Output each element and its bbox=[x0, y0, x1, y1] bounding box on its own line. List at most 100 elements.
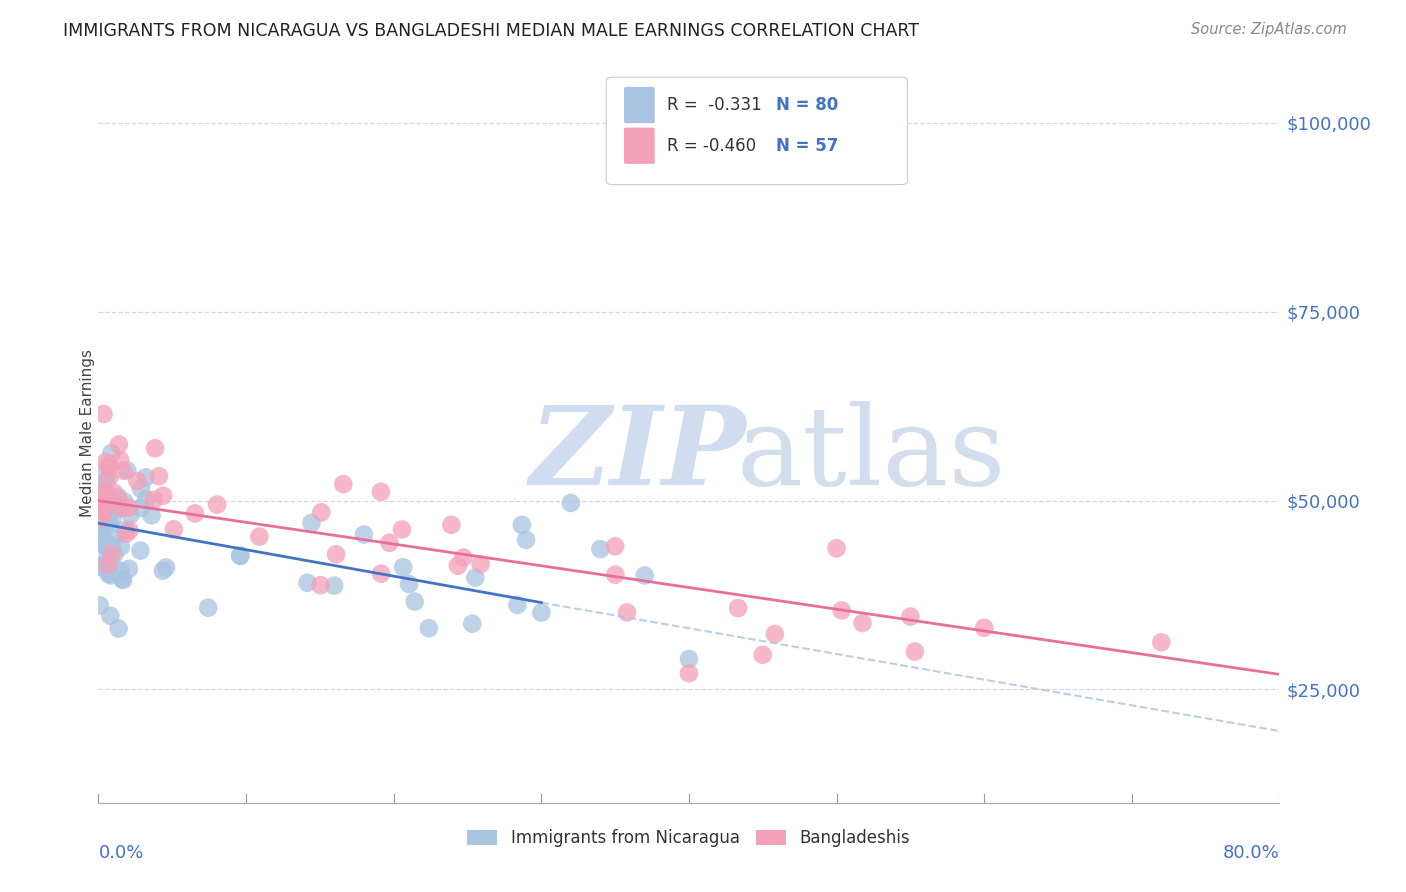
Point bbox=[464, 571, 486, 585]
Legend: Immigrants from Nicaragua, Bangladeshis: Immigrants from Nicaragua, Bangladeshis bbox=[461, 822, 917, 854]
Point bbox=[93, 501, 115, 516]
Text: 80.0%: 80.0% bbox=[1223, 844, 1279, 862]
Point bbox=[90, 511, 112, 525]
Point bbox=[103, 485, 125, 500]
Point bbox=[101, 538, 124, 552]
Point bbox=[118, 524, 141, 538]
Point bbox=[100, 446, 122, 460]
Point bbox=[1150, 635, 1173, 649]
Point bbox=[117, 463, 139, 477]
Point bbox=[97, 460, 120, 475]
Point bbox=[515, 533, 537, 547]
Point bbox=[378, 535, 401, 549]
Point bbox=[89, 599, 111, 613]
Text: R =  -0.331: R = -0.331 bbox=[666, 96, 761, 114]
Point bbox=[530, 606, 553, 620]
Point bbox=[89, 507, 111, 521]
Point bbox=[301, 516, 323, 530]
Point bbox=[98, 543, 121, 558]
Point bbox=[135, 491, 157, 506]
Point bbox=[96, 474, 118, 488]
Point bbox=[91, 538, 114, 552]
Point bbox=[229, 549, 252, 563]
Point bbox=[831, 603, 853, 617]
Point bbox=[97, 471, 120, 485]
Text: atlas: atlas bbox=[737, 401, 1005, 508]
Point bbox=[97, 567, 120, 582]
Point bbox=[94, 486, 117, 500]
Point bbox=[370, 566, 392, 581]
Point bbox=[152, 489, 174, 503]
Point bbox=[311, 505, 333, 519]
Point bbox=[453, 550, 475, 565]
Point bbox=[94, 562, 117, 576]
Y-axis label: Median Male Earnings: Median Male Earnings bbox=[80, 349, 94, 516]
Point bbox=[97, 500, 120, 514]
Text: ZIP: ZIP bbox=[530, 401, 747, 508]
Point bbox=[98, 516, 121, 531]
Point bbox=[96, 504, 118, 518]
Point bbox=[111, 573, 134, 587]
Point bbox=[616, 606, 638, 620]
Point bbox=[111, 500, 134, 515]
Point bbox=[118, 500, 141, 515]
Point bbox=[506, 598, 529, 612]
FancyBboxPatch shape bbox=[606, 78, 907, 185]
Point bbox=[851, 615, 873, 630]
Point bbox=[93, 407, 115, 421]
Point bbox=[461, 616, 484, 631]
FancyBboxPatch shape bbox=[624, 87, 655, 123]
Point bbox=[605, 539, 627, 553]
Point bbox=[391, 523, 413, 537]
Point bbox=[91, 505, 114, 519]
Point bbox=[105, 501, 128, 516]
Point bbox=[152, 564, 174, 578]
Point bbox=[97, 489, 120, 503]
Point bbox=[404, 594, 426, 608]
Point bbox=[229, 549, 252, 563]
Point bbox=[100, 608, 122, 623]
Point bbox=[727, 601, 749, 615]
Point bbox=[904, 644, 927, 658]
Point bbox=[96, 467, 118, 481]
Point bbox=[94, 507, 117, 521]
Point bbox=[100, 556, 122, 570]
Point bbox=[107, 490, 129, 504]
Text: IMMIGRANTS FROM NICARAGUA VS BANGLADESHI MEDIAN MALE EARNINGS CORRELATION CHART: IMMIGRANTS FROM NICARAGUA VS BANGLADESHI… bbox=[63, 22, 920, 40]
Point bbox=[447, 558, 470, 573]
Point bbox=[107, 493, 129, 508]
Point bbox=[325, 547, 347, 561]
Point bbox=[91, 531, 114, 545]
Point bbox=[111, 572, 134, 586]
Point bbox=[96, 516, 118, 530]
Point bbox=[98, 497, 121, 511]
Point bbox=[91, 484, 114, 499]
Point bbox=[98, 459, 121, 474]
Text: N = 80: N = 80 bbox=[776, 96, 838, 114]
Point bbox=[297, 575, 319, 590]
Point bbox=[634, 568, 657, 582]
Point bbox=[104, 547, 127, 561]
Point bbox=[155, 560, 177, 574]
Point bbox=[418, 621, 440, 635]
Point bbox=[510, 517, 533, 532]
FancyBboxPatch shape bbox=[624, 128, 655, 164]
Point bbox=[94, 455, 117, 469]
Point bbox=[89, 500, 111, 515]
Point bbox=[108, 437, 131, 451]
Point bbox=[100, 568, 122, 582]
Point bbox=[605, 567, 627, 582]
Point bbox=[120, 508, 142, 522]
Point bbox=[108, 453, 131, 467]
Text: Source: ZipAtlas.com: Source: ZipAtlas.com bbox=[1191, 22, 1347, 37]
Point bbox=[143, 442, 166, 456]
Point bbox=[323, 579, 346, 593]
Point bbox=[143, 492, 166, 507]
Point bbox=[115, 526, 138, 541]
Point bbox=[825, 541, 848, 556]
Point bbox=[91, 558, 114, 573]
Point bbox=[96, 503, 118, 517]
Point bbox=[184, 507, 207, 521]
Point bbox=[900, 609, 922, 624]
Point bbox=[127, 474, 149, 488]
